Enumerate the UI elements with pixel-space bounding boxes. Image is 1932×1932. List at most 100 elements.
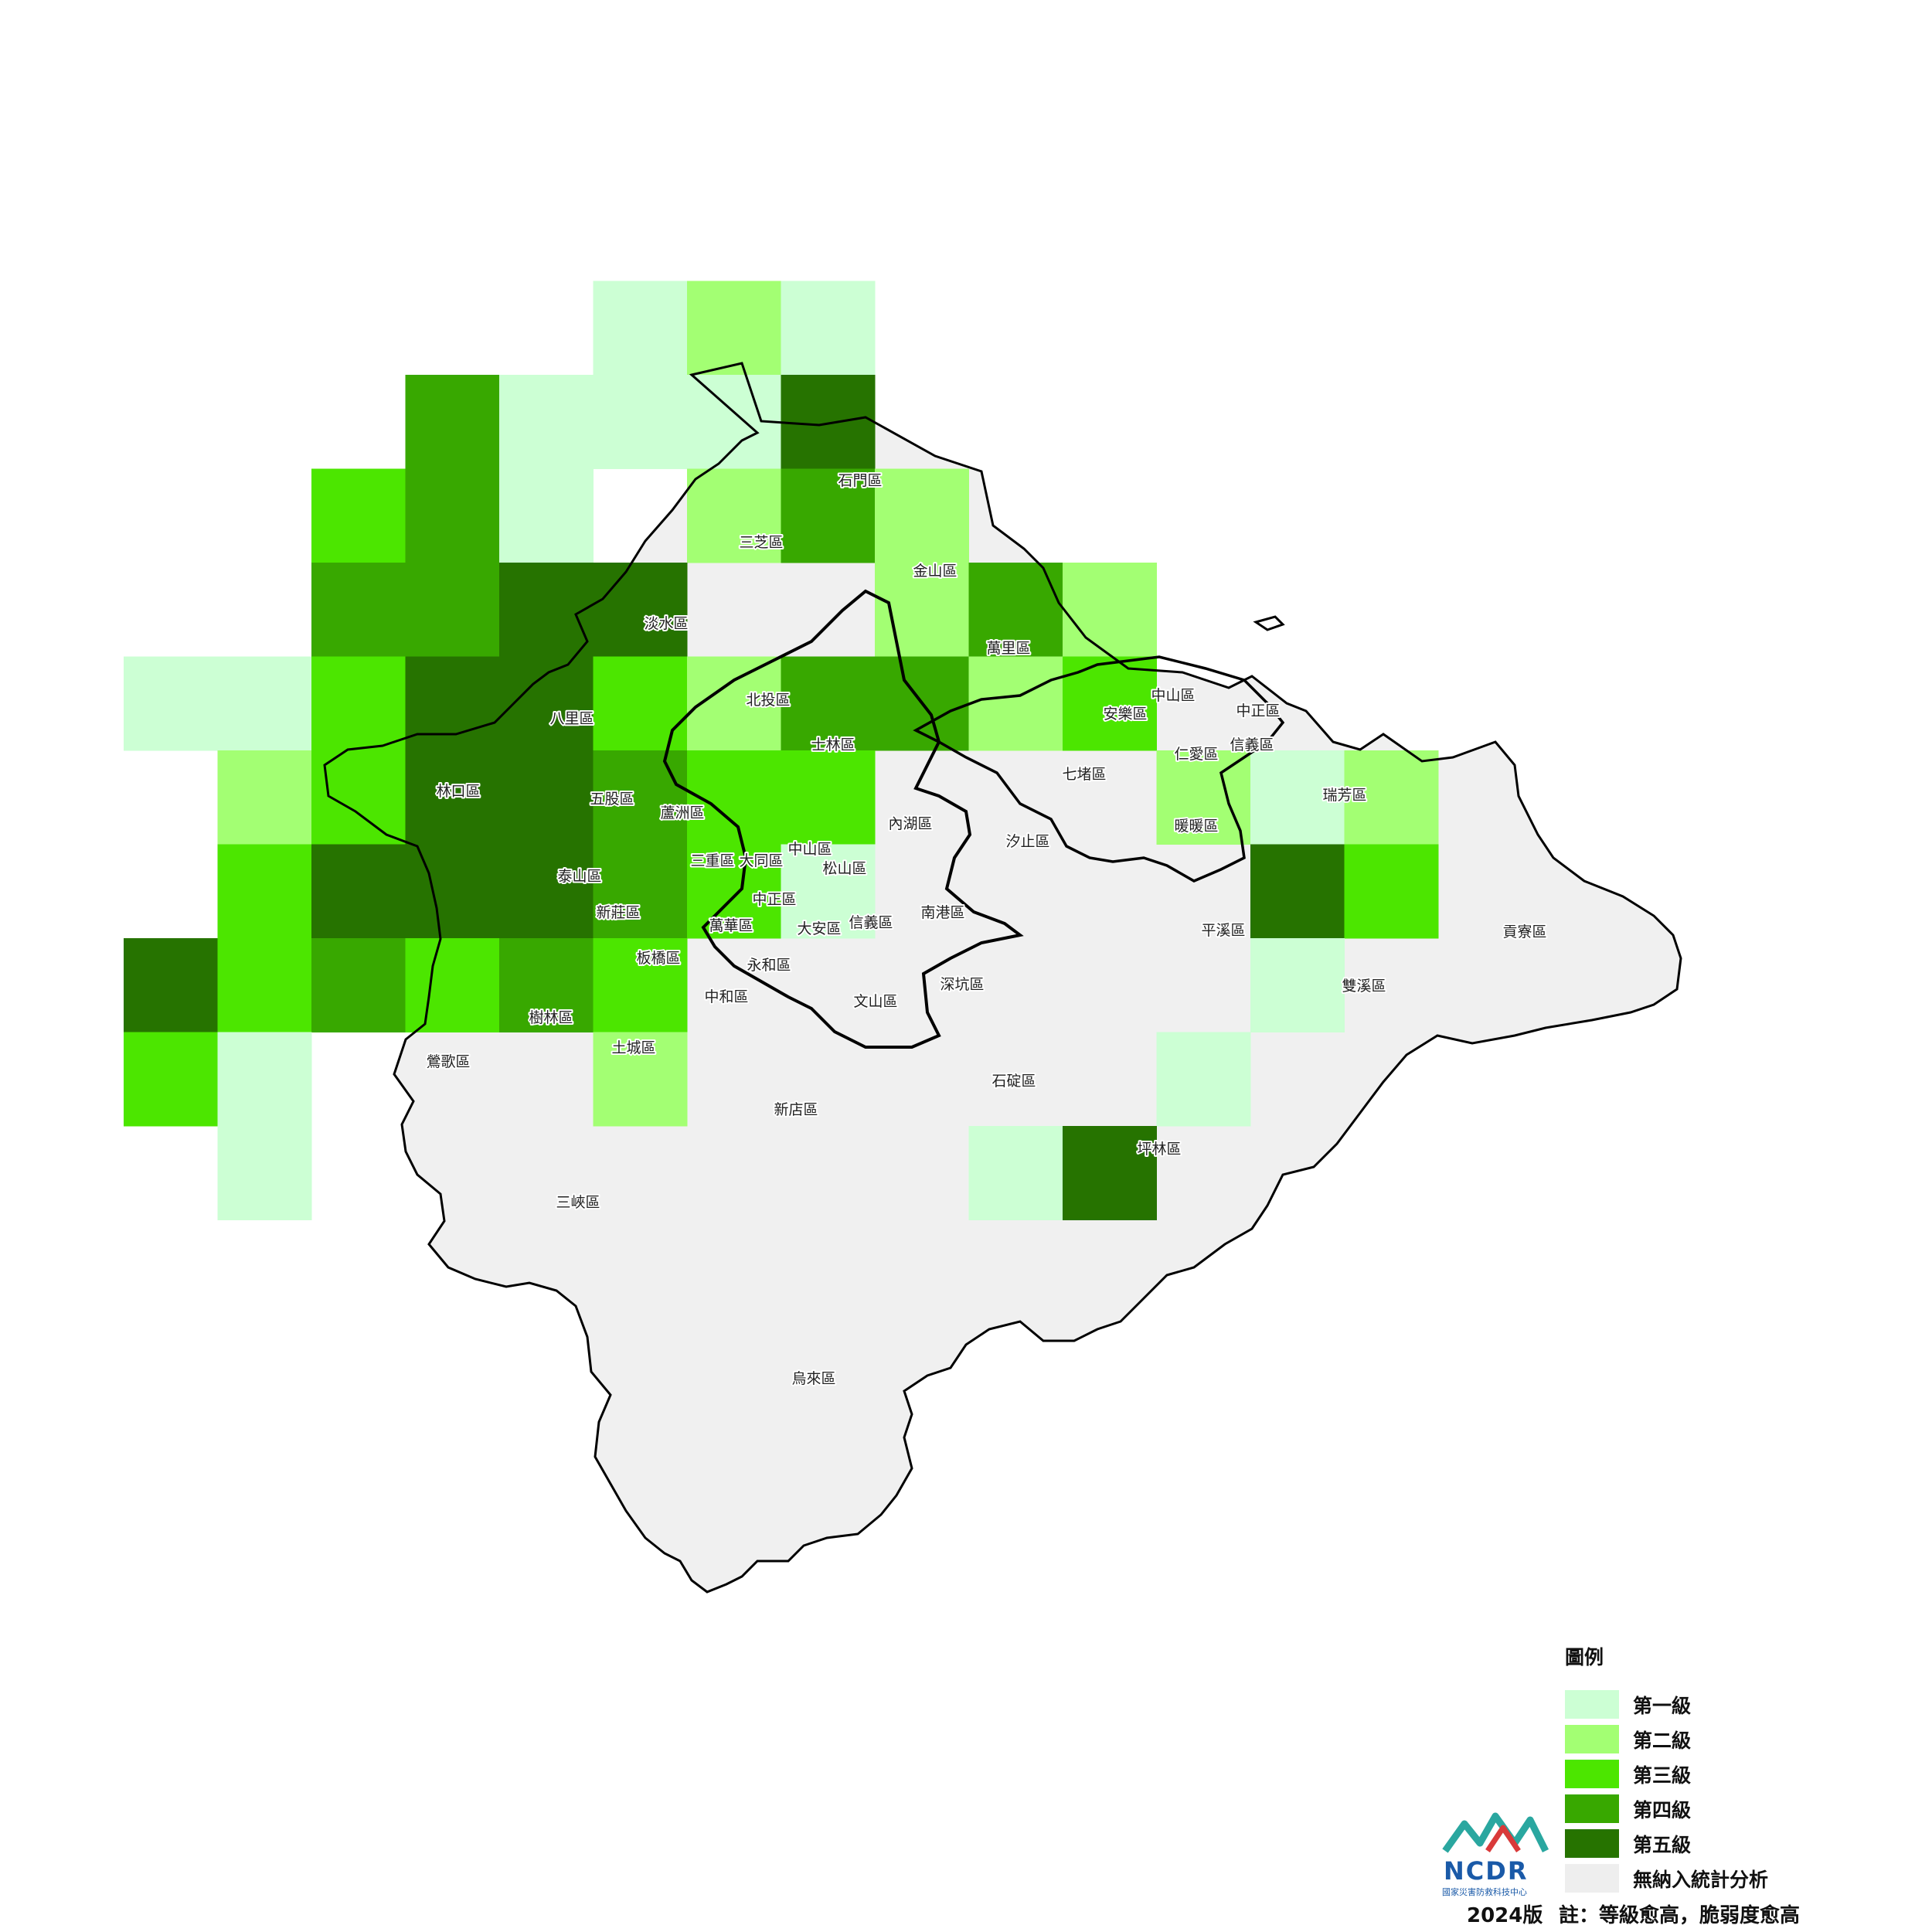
grid-cell [124, 1032, 218, 1127]
district-label: 中正區 [1236, 702, 1280, 719]
district-label: 信義區 [1230, 736, 1274, 753]
district-label: 瑞芳區 [1322, 787, 1366, 804]
grid-cell [311, 468, 406, 563]
district-label: 萬里區 [986, 640, 1030, 657]
logo-subtitle: 國家災害防救科技中心 [1442, 1887, 1527, 1897]
grid-cell [781, 281, 876, 376]
grid-cell [968, 656, 1063, 751]
logo-text: NCDR [1444, 1856, 1529, 1886]
district-label: 三芝區 [739, 534, 783, 551]
legend-item: 第五級 [1565, 1826, 1889, 1861]
district-label: 五股區 [590, 791, 634, 808]
district-label: 暖暖區 [1174, 818, 1218, 835]
grid-cell [499, 468, 594, 563]
grid-cell [1063, 1126, 1157, 1220]
district-label: 鶯歌區 [426, 1053, 470, 1070]
grid-cell [593, 375, 688, 469]
taipei-boundary [662, 589, 1024, 1049]
district-label: 新店區 [774, 1101, 818, 1118]
legend-item: 無納入統計分析 [1565, 1861, 1889, 1896]
district-label: 北投區 [746, 692, 790, 709]
grid-cell [217, 656, 312, 751]
grid-cell [217, 844, 312, 939]
grid-cell [687, 468, 781, 563]
district-label: 仁愛區 [1174, 746, 1218, 763]
district-label: 信義區 [849, 914, 893, 931]
grid-cell [781, 844, 876, 939]
district-label: 安樂區 [1103, 706, 1147, 723]
grid-cell [875, 468, 969, 563]
legend-swatch [1565, 1690, 1619, 1719]
legend-label: 第五級 [1633, 1833, 1692, 1856]
grid-cell [593, 656, 688, 751]
district-label: 中正區 [752, 891, 796, 908]
grid-cell [781, 656, 876, 751]
legend-label: 第四級 [1633, 1798, 1692, 1821]
grid-cell [217, 750, 312, 845]
legend-item: 第四級 [1565, 1791, 1889, 1826]
district-label: 八里區 [549, 710, 594, 727]
legend-swatch [1565, 1864, 1619, 1893]
district-label: 南港區 [920, 904, 964, 921]
district-label: 淡水區 [644, 615, 688, 632]
grid-cell [405, 563, 500, 657]
grid-cell [124, 938, 218, 1032]
legend-label: 第一級 [1633, 1694, 1692, 1717]
grid-cell [687, 844, 781, 939]
grid-cell [1344, 844, 1439, 939]
district-label: 貢寮區 [1502, 923, 1546, 940]
grid-cell [311, 656, 406, 751]
district-label: 蘆洲區 [660, 804, 704, 821]
legend-swatch [1565, 1725, 1619, 1753]
legend-label: 無納入統計分析 [1633, 1868, 1769, 1891]
legend-item: 第二級 [1565, 1722, 1889, 1757]
district-label: 雙溪區 [1342, 978, 1386, 995]
district-label: 烏來區 [791, 1370, 835, 1387]
grid-cell [499, 750, 594, 845]
grid-cell [217, 1032, 312, 1127]
region-boundary [323, 362, 1682, 1594]
grid-cell [593, 844, 688, 939]
district-label: 七堵區 [1062, 766, 1106, 783]
legend-title: 圖例 [1565, 1646, 1604, 1668]
grid-cell [968, 1126, 1063, 1220]
district-label: 中山區 [787, 841, 832, 858]
grid-cells [124, 281, 1681, 1592]
legend-swatch [1565, 1760, 1619, 1788]
ncdr-logo [1442, 1812, 1549, 1853]
grid-cell [217, 1126, 312, 1220]
grid-cell [593, 1032, 688, 1127]
district-label: 金山區 [913, 563, 957, 580]
grid-cell [311, 750, 406, 845]
district-label: 內湖區 [888, 815, 932, 832]
district-label: 中和區 [704, 988, 748, 1005]
grid-cell [781, 375, 876, 469]
district-label: 文山區 [853, 993, 897, 1010]
logo-mountain-icon [1442, 1812, 1549, 1853]
grid-cell [311, 563, 406, 657]
district-label: 石碇區 [992, 1073, 1036, 1090]
grid-cell [405, 375, 500, 469]
district-label: 樹林區 [529, 1009, 573, 1026]
legend-item: 第一級 [1565, 1687, 1889, 1722]
grid-cell [1250, 844, 1345, 939]
grid-cell [499, 563, 594, 657]
legend-items: 第一級第二級第三級第四級第五級無納入統計分析 [1565, 1687, 1889, 1896]
legend-item: 第三級 [1565, 1757, 1889, 1791]
grid-cell [1344, 750, 1439, 845]
district-label: 林口區 [436, 783, 480, 800]
district-label: 萬華區 [709, 917, 753, 934]
grid-cell [311, 938, 406, 1032]
district-label: 松山區 [822, 860, 866, 877]
district-label: 泰山區 [557, 868, 601, 885]
grid-cell [687, 281, 781, 376]
legend-swatch [1565, 1829, 1619, 1858]
district-label: 永和區 [747, 957, 791, 974]
district-label: 三重區 [690, 852, 734, 869]
grid-cell [1156, 750, 1251, 845]
grid-cell [405, 468, 500, 563]
logo-mountain-accent-icon [1485, 1825, 1521, 1852]
legend-label: 第二級 [1633, 1729, 1692, 1752]
